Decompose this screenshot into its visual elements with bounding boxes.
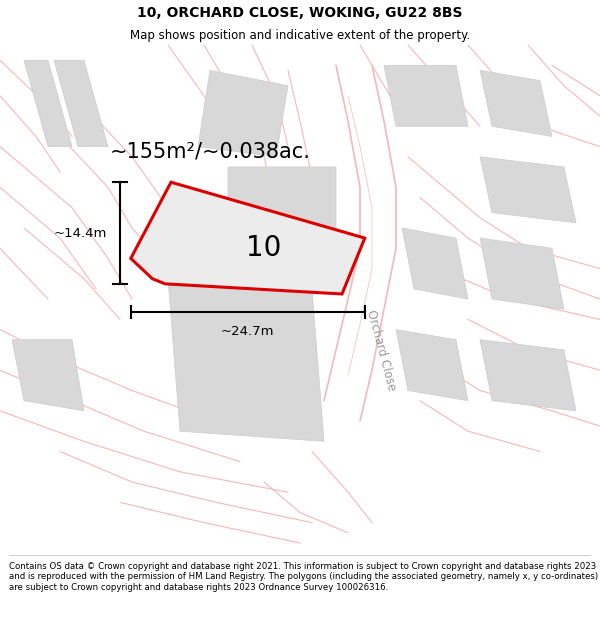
Polygon shape — [480, 71, 552, 136]
Text: ~24.7m: ~24.7m — [221, 325, 275, 338]
Polygon shape — [24, 60, 72, 147]
Text: 10: 10 — [247, 234, 281, 262]
Polygon shape — [12, 340, 84, 411]
Polygon shape — [480, 238, 564, 309]
Text: ~14.4m: ~14.4m — [53, 226, 107, 239]
Polygon shape — [396, 329, 468, 401]
Text: ~155m²/~0.038ac.: ~155m²/~0.038ac. — [110, 142, 310, 162]
Polygon shape — [480, 157, 576, 223]
Polygon shape — [384, 66, 468, 126]
Text: Map shows position and indicative extent of the property.: Map shows position and indicative extent… — [130, 29, 470, 42]
Polygon shape — [131, 182, 365, 294]
Polygon shape — [480, 340, 576, 411]
Text: 10, ORCHARD CLOSE, WOKING, GU22 8BS: 10, ORCHARD CLOSE, WOKING, GU22 8BS — [137, 6, 463, 19]
Polygon shape — [228, 167, 336, 269]
Polygon shape — [54, 60, 108, 147]
Text: Orchard Close: Orchard Close — [364, 308, 398, 392]
Text: Contains OS data © Crown copyright and database right 2021. This information is : Contains OS data © Crown copyright and d… — [9, 562, 598, 591]
Polygon shape — [168, 279, 324, 441]
Polygon shape — [198, 71, 288, 157]
Polygon shape — [402, 228, 468, 299]
